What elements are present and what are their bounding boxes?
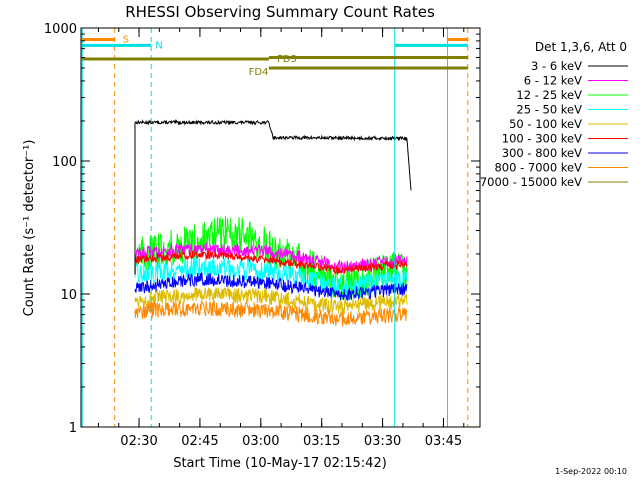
x-tick-label: 02:45 xyxy=(181,434,218,449)
x-tick-label: 03:30 xyxy=(364,434,401,449)
data-layer xyxy=(134,118,412,327)
legend-label: 50 - 100 keV xyxy=(509,117,582,131)
flag-label: S xyxy=(123,34,129,45)
series-line xyxy=(134,272,408,302)
flag-label: N xyxy=(155,40,162,51)
legend-label: 100 - 300 keV xyxy=(502,132,582,146)
legend-label: 7000 - 15000 keV xyxy=(480,175,582,189)
legend-label: 6 - 12 keV xyxy=(524,74,582,88)
legend-label: 300 - 800 keV xyxy=(502,146,582,160)
x-axis-label: Start Time (10-May-17 02:15:42) xyxy=(173,456,387,471)
series-line xyxy=(134,242,408,273)
plot-frame xyxy=(80,27,481,428)
flag-layer: S N FD3 FD4 xyxy=(82,34,468,78)
series-line xyxy=(134,286,408,315)
x-tick-label: 02:30 xyxy=(120,434,157,449)
legend-label: 800 - 7000 keV xyxy=(494,161,582,175)
series-line xyxy=(134,257,408,297)
y-tick-label: 1000 xyxy=(44,22,77,37)
footer-date: 1-Sep-2022 00:10 xyxy=(555,467,627,476)
y-axis-label: Count Rate (s⁻¹ detector⁻¹) xyxy=(22,140,37,317)
legend-label: 12 - 25 keV xyxy=(516,88,582,102)
legend-title: Det 1,3,6, Att 0 xyxy=(535,40,627,54)
legend-label: 25 - 50 keV xyxy=(516,103,582,117)
legend-label: 3 - 6 keV xyxy=(531,59,582,73)
marker-layer xyxy=(81,28,469,427)
axes-layer: 1 10 100 1000 02:30 02:45 03:00 03:15 03:30 03:45 xyxy=(44,22,480,449)
series-line xyxy=(134,300,408,327)
x-tick-label: 03:00 xyxy=(242,434,279,449)
flag-label: FD4 xyxy=(249,67,269,78)
series-line xyxy=(134,118,412,191)
x-tick-label: 03:45 xyxy=(425,434,462,449)
x-tick-label: 03:15 xyxy=(303,434,340,449)
chart-title: RHESSI Observing Summary Count Rates xyxy=(125,3,435,21)
y-tick-label: 1 xyxy=(69,421,77,436)
y-tick-label: 100 xyxy=(52,155,77,170)
flag-label: FD3 xyxy=(277,54,297,65)
series-line xyxy=(134,249,408,275)
y-tick-label: 10 xyxy=(60,288,77,303)
